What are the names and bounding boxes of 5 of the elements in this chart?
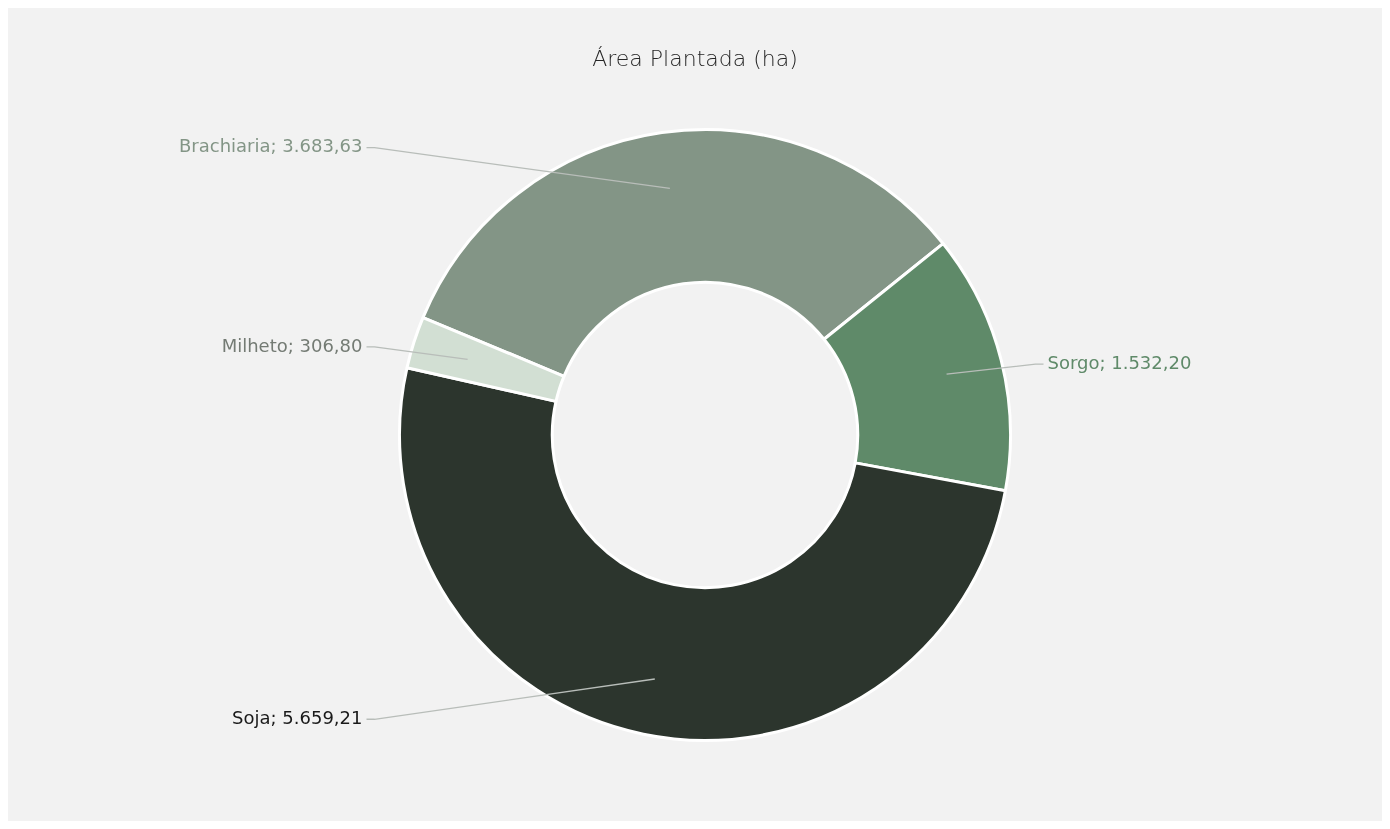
slice-label: Soja; 5.659,21 [232,706,363,728]
slice-label: Sorgo; 1.532,20 [1047,351,1192,373]
chart-title: Área Plantada (ha) [592,45,798,71]
slice-label: Brachiaria; 3.683,63 [179,135,363,157]
slice-label: Milheto; 306,80 [221,334,363,356]
